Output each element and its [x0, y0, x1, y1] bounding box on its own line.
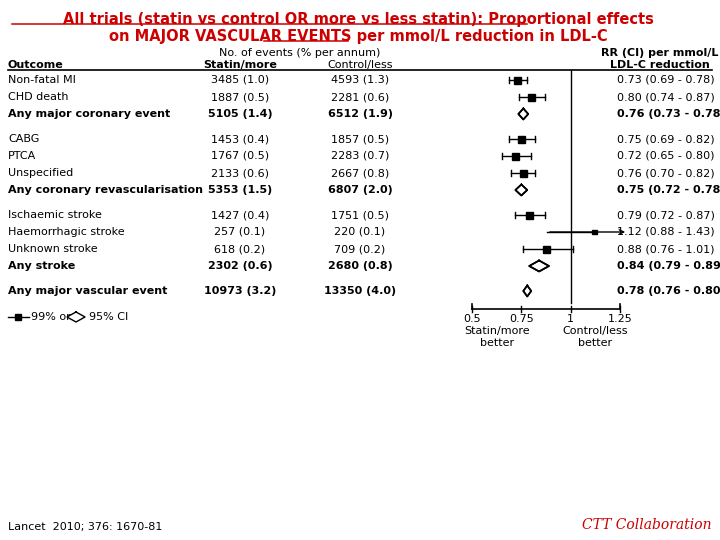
Text: 0.78 (0.76 - 0.80): 0.78 (0.76 - 0.80)	[617, 286, 720, 296]
Text: 0.80 (0.74 - 0.87): 0.80 (0.74 - 0.87)	[617, 92, 715, 102]
Polygon shape	[528, 93, 535, 100]
Polygon shape	[15, 314, 21, 320]
Polygon shape	[592, 230, 597, 234]
Text: 5353 (1.5): 5353 (1.5)	[208, 185, 272, 195]
Text: 0.88 (0.76 - 1.01): 0.88 (0.76 - 1.01)	[617, 244, 714, 254]
Polygon shape	[512, 152, 519, 159]
Text: 0.84 (0.79 - 0.89): 0.84 (0.79 - 0.89)	[617, 261, 720, 271]
Text: 709 (0.2): 709 (0.2)	[334, 244, 386, 254]
Text: 2680 (0.8): 2680 (0.8)	[328, 261, 392, 271]
Polygon shape	[516, 185, 527, 195]
Text: Ischaemic stroke: Ischaemic stroke	[8, 210, 102, 220]
Text: 2281 (0.6): 2281 (0.6)	[331, 92, 389, 102]
Text: Haemorrhagic stroke: Haemorrhagic stroke	[8, 227, 125, 237]
Polygon shape	[514, 77, 521, 84]
Text: 0.72 (0.65 - 0.80): 0.72 (0.65 - 0.80)	[617, 151, 714, 161]
Polygon shape	[523, 286, 531, 296]
Polygon shape	[518, 109, 528, 119]
Text: Control/less
better: Control/less better	[562, 326, 628, 348]
Text: 2302 (0.6): 2302 (0.6)	[207, 261, 272, 271]
Text: 1751 (0.5): 1751 (0.5)	[331, 210, 389, 220]
Text: 2133 (0.6): 2133 (0.6)	[211, 168, 269, 178]
Text: 1.12 (0.88 - 1.43): 1.12 (0.88 - 1.43)	[617, 227, 715, 237]
Text: Statin/more
better: Statin/more better	[464, 326, 529, 348]
Text: 4593 (1.3): 4593 (1.3)	[331, 75, 389, 85]
Text: CHD death: CHD death	[8, 92, 68, 102]
Text: 1427 (0.4): 1427 (0.4)	[211, 210, 269, 220]
Text: 5105 (1.4): 5105 (1.4)	[207, 109, 272, 119]
Text: No. of events (% per annum): No. of events (% per annum)	[220, 48, 381, 58]
Text: LDL-C reduction: LDL-C reduction	[610, 60, 710, 70]
Text: 95% CI: 95% CI	[89, 312, 128, 322]
Text: 0.76 (0.70 - 0.82): 0.76 (0.70 - 0.82)	[617, 168, 715, 178]
Text: 1: 1	[567, 314, 574, 324]
Text: 99% or: 99% or	[31, 312, 71, 322]
Text: on MAJOR VASCULAR EVENTS per mmol/L reduction in LDL-C: on MAJOR VASCULAR EVENTS per mmol/L redu…	[109, 29, 607, 44]
Text: 10973 (3.2): 10973 (3.2)	[204, 286, 276, 296]
Text: Statin/more: Statin/more	[203, 60, 277, 70]
Text: 0.5: 0.5	[463, 314, 481, 324]
Text: 13350 (4.0): 13350 (4.0)	[324, 286, 396, 296]
Text: 6807 (2.0): 6807 (2.0)	[328, 185, 392, 195]
Text: Any coronary revascularisation: Any coronary revascularisation	[8, 185, 203, 195]
Polygon shape	[529, 260, 549, 272]
Text: Unspecified: Unspecified	[8, 168, 73, 178]
Text: 0.79 (0.72 - 0.87): 0.79 (0.72 - 0.87)	[617, 210, 715, 220]
Text: Any major coronary event: Any major coronary event	[8, 109, 170, 119]
Text: CABG: CABG	[8, 134, 40, 144]
Text: 0.75 (0.72 - 0.78): 0.75 (0.72 - 0.78)	[617, 185, 720, 195]
Polygon shape	[544, 246, 551, 253]
Polygon shape	[520, 170, 527, 177]
Text: CTT Collaboration: CTT Collaboration	[582, 518, 712, 532]
Text: Non-fatal MI: Non-fatal MI	[8, 75, 76, 85]
Text: Lancet  2010; 376: 1670-81: Lancet 2010; 376: 1670-81	[8, 522, 163, 532]
Text: 257 (0.1): 257 (0.1)	[215, 227, 266, 237]
Text: 618 (0.2): 618 (0.2)	[215, 244, 266, 254]
Text: 2283 (0.7): 2283 (0.7)	[330, 151, 390, 161]
Text: All trials (statin vs control OR more vs less statin): Proportional effects: All trials (statin vs control OR more vs…	[63, 12, 654, 27]
Text: 1857 (0.5): 1857 (0.5)	[331, 134, 389, 144]
Text: 0.75: 0.75	[509, 314, 534, 324]
Text: Outcome: Outcome	[8, 60, 64, 70]
Text: Any major vascular event: Any major vascular event	[8, 286, 167, 296]
Text: RR (CI) per mmol/L: RR (CI) per mmol/L	[601, 48, 719, 58]
Polygon shape	[526, 212, 533, 219]
Text: Unknown stroke: Unknown stroke	[8, 244, 98, 254]
Text: 1887 (0.5): 1887 (0.5)	[211, 92, 269, 102]
Text: 3485 (1.0): 3485 (1.0)	[211, 75, 269, 85]
Text: 0.76 (0.73 - 0.78): 0.76 (0.73 - 0.78)	[617, 109, 720, 119]
Text: 1767 (0.5): 1767 (0.5)	[211, 151, 269, 161]
Text: PTCA: PTCA	[8, 151, 36, 161]
Text: 6512 (1.9): 6512 (1.9)	[328, 109, 392, 119]
Text: 1.25: 1.25	[608, 314, 632, 324]
Text: 0.73 (0.69 - 0.78): 0.73 (0.69 - 0.78)	[617, 75, 715, 85]
Polygon shape	[518, 136, 525, 143]
Text: Any stroke: Any stroke	[8, 261, 76, 271]
Text: Control/less: Control/less	[328, 60, 392, 70]
Text: 2667 (0.8): 2667 (0.8)	[331, 168, 389, 178]
Text: 0.75 (0.69 - 0.82): 0.75 (0.69 - 0.82)	[617, 134, 715, 144]
Text: 1453 (0.4): 1453 (0.4)	[211, 134, 269, 144]
Text: 220 (0.1): 220 (0.1)	[334, 227, 386, 237]
